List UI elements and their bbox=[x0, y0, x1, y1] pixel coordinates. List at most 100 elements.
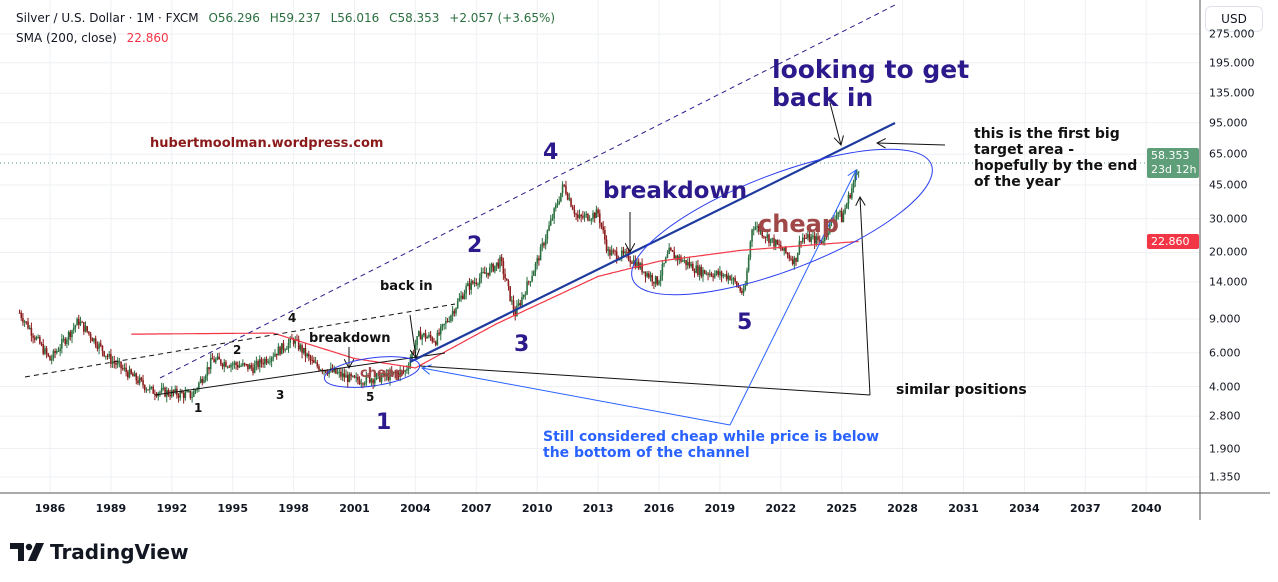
candle-body bbox=[318, 366, 320, 371]
candle-body bbox=[500, 257, 503, 262]
candle-body bbox=[39, 336, 41, 344]
candle-body bbox=[705, 273, 708, 275]
candle-body bbox=[458, 298, 461, 302]
candle-body bbox=[86, 326, 89, 332]
candle-body bbox=[807, 234, 809, 239]
candle-body bbox=[624, 251, 626, 254]
price-tick: 20.000 bbox=[1209, 245, 1248, 259]
candle-body bbox=[771, 238, 774, 240]
candle-body bbox=[832, 219, 835, 221]
candle-body bbox=[441, 324, 444, 327]
candle-body bbox=[264, 358, 266, 365]
candle-body bbox=[302, 347, 305, 353]
candle-body bbox=[658, 280, 660, 285]
candle-body bbox=[478, 277, 481, 284]
candle-body bbox=[565, 185, 567, 194]
candle-body bbox=[739, 287, 741, 291]
cheap-ellipse-large bbox=[631, 148, 933, 296]
candle-body bbox=[242, 363, 244, 366]
candle-body bbox=[840, 211, 843, 223]
candle-body bbox=[801, 237, 804, 242]
time-tick: 1998 bbox=[278, 502, 309, 515]
candle-body bbox=[228, 366, 231, 368]
candle-body bbox=[50, 358, 53, 361]
candle-body bbox=[620, 250, 623, 258]
time-tick: 1989 bbox=[95, 502, 127, 515]
candle-body bbox=[375, 374, 378, 380]
candle-body bbox=[817, 236, 819, 240]
candle-body bbox=[600, 222, 603, 227]
candle-body bbox=[213, 359, 215, 363]
candle-body bbox=[781, 248, 784, 251]
candle-body bbox=[127, 372, 129, 378]
candle-body bbox=[98, 343, 100, 349]
candle-body bbox=[62, 338, 65, 340]
indicator-name[interactable]: SMA (200, close) bbox=[16, 31, 117, 45]
candle-body bbox=[419, 331, 422, 340]
candle-body bbox=[88, 331, 90, 334]
candle-body bbox=[314, 362, 317, 364]
candle-body bbox=[659, 275, 662, 281]
candle-body bbox=[533, 271, 535, 276]
candle-body bbox=[99, 343, 102, 346]
price-tick: 275.000 bbox=[1209, 27, 1255, 41]
tradingview-logo[interactable]: TradingView bbox=[10, 540, 189, 564]
candle-body bbox=[746, 270, 748, 286]
candle-body bbox=[715, 271, 718, 274]
candle-body bbox=[605, 239, 608, 251]
chart-legend: Silver / U.S. Dollar · 1M · FXCM O56.296… bbox=[16, 8, 555, 48]
candle-body bbox=[69, 332, 72, 338]
candle-body bbox=[120, 361, 122, 369]
candle-body bbox=[40, 343, 43, 345]
time-tick: 1992 bbox=[156, 502, 188, 515]
candle-body bbox=[744, 285, 747, 290]
candle-body bbox=[367, 375, 369, 377]
annotation-still-cheap: Still considered cheap while price is be… bbox=[543, 429, 880, 461]
candle-body bbox=[673, 251, 676, 259]
candle-body bbox=[575, 213, 577, 215]
channel-bottom-line bbox=[409, 122, 896, 363]
candle-body bbox=[33, 337, 36, 340]
candle-body bbox=[362, 383, 364, 385]
lower-channel-line bbox=[154, 352, 446, 396]
candle-body bbox=[653, 281, 655, 284]
candle-body bbox=[845, 203, 848, 209]
dashed-trendline bbox=[24, 303, 456, 378]
candle-body bbox=[272, 356, 275, 358]
candle-body bbox=[675, 255, 677, 259]
candle-body bbox=[368, 376, 371, 383]
candle-body bbox=[527, 281, 530, 283]
candle-body bbox=[717, 271, 720, 275]
candle-body bbox=[316, 362, 319, 367]
candle-body bbox=[395, 372, 398, 374]
branding-text: TradingView bbox=[50, 540, 189, 564]
candle-body bbox=[431, 337, 434, 342]
candle-body bbox=[243, 363, 246, 365]
candle-body bbox=[35, 337, 38, 340]
candle-body bbox=[555, 204, 557, 209]
candle-body bbox=[355, 376, 357, 378]
candle-body bbox=[637, 261, 640, 269]
price-tick: 95.000 bbox=[1209, 116, 1248, 130]
candle-body bbox=[531, 275, 533, 282]
candle-body bbox=[461, 295, 464, 299]
candle-body bbox=[548, 225, 550, 231]
candle-body bbox=[526, 281, 528, 295]
candle-body bbox=[541, 243, 544, 247]
candle-body bbox=[96, 345, 99, 349]
candle-body bbox=[174, 388, 176, 393]
candle-body bbox=[150, 386, 153, 388]
candle-body bbox=[810, 237, 813, 242]
candle-body bbox=[570, 198, 572, 207]
candle-body bbox=[494, 265, 496, 272]
candle-body bbox=[412, 352, 415, 354]
candle-body bbox=[695, 265, 698, 273]
candle-body bbox=[105, 355, 107, 357]
candle-body bbox=[661, 264, 664, 276]
candle-body bbox=[179, 391, 182, 398]
candle-body bbox=[189, 391, 192, 398]
candle-body bbox=[308, 353, 310, 357]
candle-body bbox=[602, 226, 604, 231]
currency-button[interactable]: USD bbox=[1205, 6, 1263, 32]
